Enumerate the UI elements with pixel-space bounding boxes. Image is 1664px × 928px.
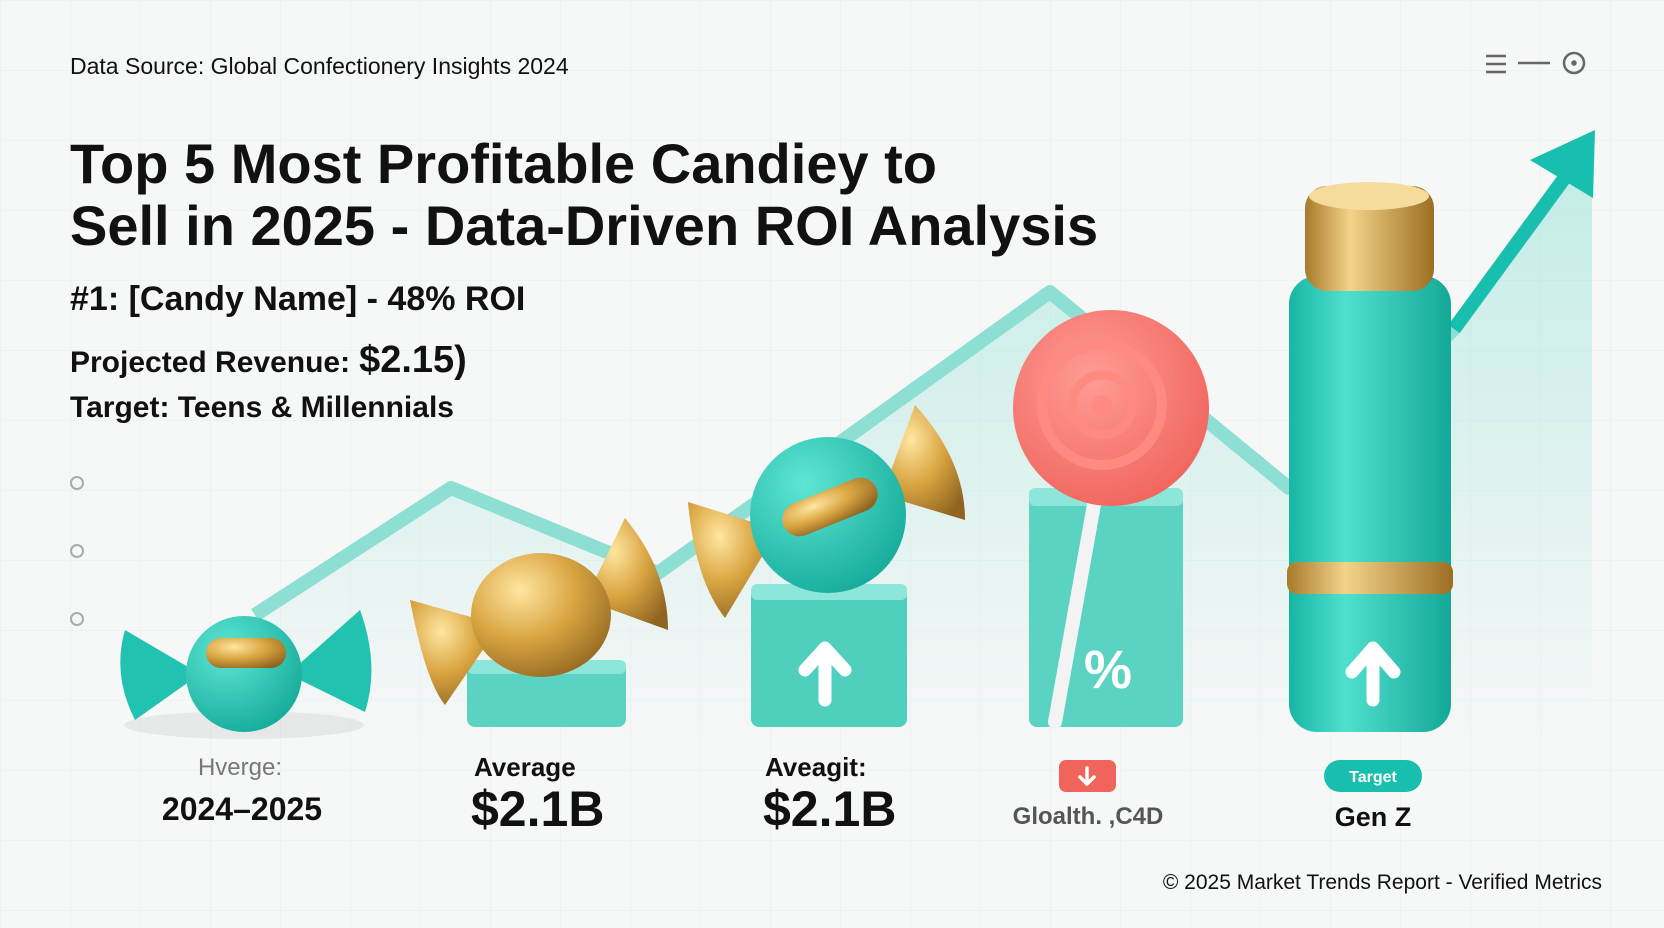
tube-5 <box>1287 182 1453 732</box>
rank-text: #1: [Candy Name] - 48% ROI <box>70 280 525 318</box>
item-value: Gloalth. ,C4D <box>1013 803 1164 830</box>
item-value: Gen Z <box>1335 802 1412 832</box>
revenue-value: $2.15) <box>359 339 467 381</box>
item-label: Average <box>474 752 576 782</box>
item-value: $2.1B <box>471 781 604 837</box>
badge-text: Target <box>1349 769 1397 786</box>
footer: © 2025 Market Trends Report - Verified M… <box>1163 871 1602 894</box>
pager-dots <box>70 476 84 626</box>
trend-arrow-head <box>1530 130 1595 198</box>
title-line: Sell in 2025 - Data-Driven ROI Analysis <box>70 194 1098 257</box>
candy-teal-1 <box>120 610 372 739</box>
target-badge <box>1324 760 1422 792</box>
target-text: Target: Teens & Millennials <box>70 391 454 424</box>
revenue-label: Projected Revenue: <box>70 346 350 379</box>
data-source: Data Source: Global Confectionery Insigh… <box>70 53 569 79</box>
menu-icons[interactable] <box>1486 51 1586 75</box>
item-label: Hverge: <box>198 754 282 781</box>
down-badge <box>1059 760 1116 792</box>
percent-icon: % <box>1084 640 1132 700</box>
item-value: $2.1B <box>763 781 896 837</box>
item-label: Aveagit: <box>765 752 867 782</box>
revenue-line: Projected Revenue: $2.15) <box>70 339 467 381</box>
title-line: Top 5 Most Profitable Candiey to <box>70 132 937 195</box>
lollipop-4: % <box>1013 310 1209 729</box>
candy-teal-3 <box>688 405 965 727</box>
item-value: 2024–2025 <box>162 791 322 827</box>
candy-gold-2 <box>410 518 668 727</box>
